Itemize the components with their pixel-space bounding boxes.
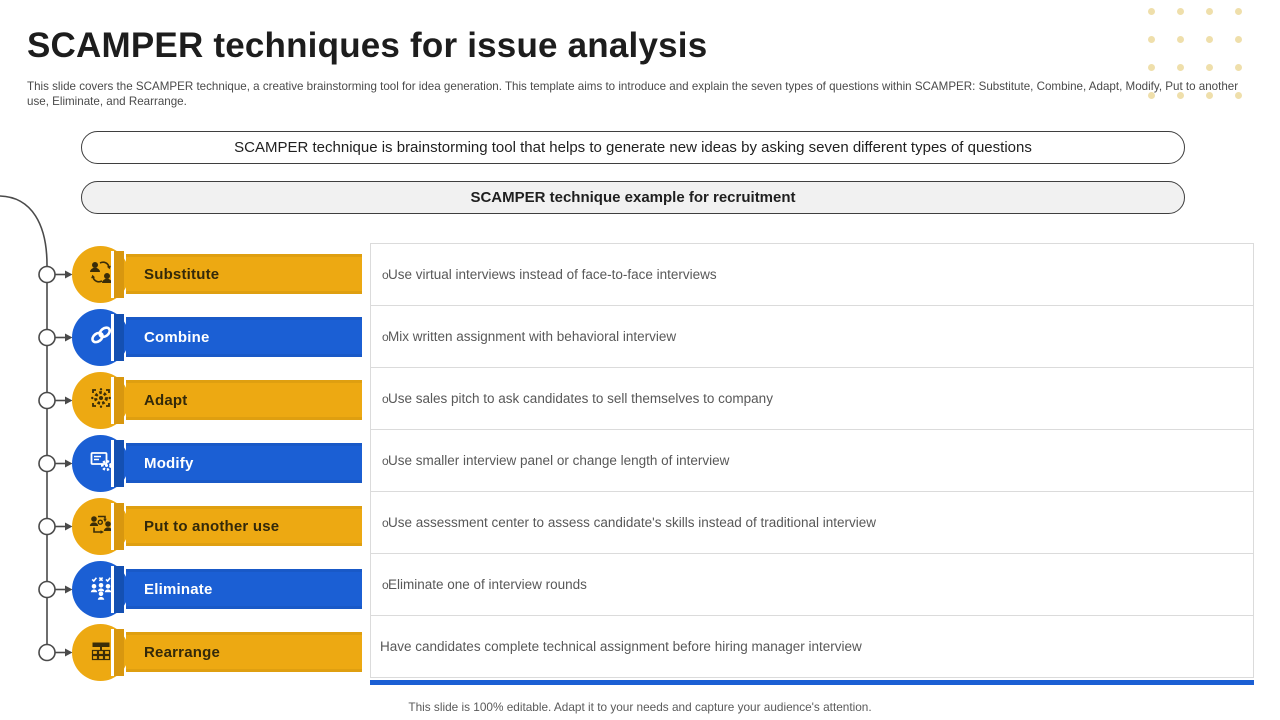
- put-to-another-use-ribbon: Put to another use: [126, 506, 362, 546]
- scamper-item-combine: Combine: [69, 306, 369, 369]
- bullet-marker: o: [382, 453, 389, 468]
- scamper-item-put-to-another-use: Put to another use: [69, 495, 369, 558]
- row-text: Use assessment center to assess candidat…: [388, 515, 877, 530]
- ribbon-fold: [114, 377, 124, 424]
- example-table: o Use virtual interviews instead of face-…: [370, 243, 1254, 678]
- ribbon-fold: [114, 314, 124, 361]
- example-banner: SCAMPER technique example for recruitmen…: [81, 181, 1185, 214]
- row-text: Have candidates complete technical assig…: [380, 639, 862, 654]
- table-row: Have candidates complete technical assig…: [370, 615, 1254, 678]
- table-bottom-accent-bar: [370, 680, 1254, 685]
- ribbon-fold: [114, 440, 124, 487]
- ribbon-label: Modify: [144, 454, 194, 472]
- bullet-marker: o: [382, 577, 389, 592]
- ribbon-fold: [114, 629, 124, 676]
- table-row: o Mix written assignment with behavioral …: [370, 305, 1254, 368]
- scamper-item-eliminate: Eliminate: [69, 558, 369, 621]
- modify-ribbon: Modify: [126, 443, 362, 483]
- row-text: Use sales pitch to ask candidates to sel…: [388, 391, 773, 406]
- people-transfer-icon: [86, 509, 116, 544]
- substitute-people-icon: [86, 257, 116, 292]
- scamper-item-rearrange: Rearrange: [69, 621, 369, 684]
- ribbon-fold: [114, 251, 124, 298]
- ribbon-label: Combine: [144, 328, 210, 346]
- ribbon-label: Adapt: [144, 391, 188, 409]
- scamper-item-substitute: Substitute: [69, 243, 369, 306]
- chain-link-icon: [86, 320, 116, 355]
- table-row: o Eliminate one of interview rounds: [370, 553, 1254, 616]
- row-text: Use smaller interview panel or change le…: [388, 453, 730, 468]
- bullet-marker: o: [382, 267, 389, 282]
- combine-ribbon: Combine: [126, 317, 362, 357]
- row-text: Use virtual interviews instead of face-t…: [388, 267, 717, 282]
- table-row: o Use smaller interview panel or change l…: [370, 429, 1254, 492]
- screen-gear-icon: [86, 446, 116, 481]
- eliminate-ribbon: Eliminate: [126, 569, 362, 609]
- table-grid-icon: [86, 635, 116, 670]
- intro-banner: SCAMPER technique is brainstorming tool …: [81, 131, 1185, 164]
- ribbon-label: Put to another use: [144, 517, 280, 535]
- bullet-marker: o: [382, 391, 389, 406]
- gear-target-icon: [86, 383, 116, 418]
- ribbon-fold: [114, 566, 124, 613]
- ribbon-label: Rearrange: [144, 643, 221, 661]
- bullet-marker: o: [382, 329, 389, 344]
- ribbon-label: Eliminate: [144, 580, 213, 598]
- substitute-ribbon: Substitute: [126, 254, 362, 294]
- ribbon-fold: [114, 503, 124, 550]
- row-text: Mix written assignment with behavioral i…: [388, 329, 677, 344]
- scamper-item-modify: Modify: [69, 432, 369, 495]
- footer-note: This slide is 100% editable. Adapt it to…: [408, 700, 872, 714]
- bullet-marker: o: [382, 515, 389, 530]
- scamper-items: Substitute Combine: [69, 243, 369, 684]
- rearrange-ribbon: Rearrange: [126, 632, 362, 672]
- page-title: SCAMPER techniques for issue analysis: [27, 26, 708, 65]
- table-row: o Use sales pitch to ask candidates to se…: [370, 367, 1254, 430]
- adapt-ribbon: Adapt: [126, 380, 362, 420]
- people-check-icon: [86, 572, 116, 607]
- table-row: o Use virtual interviews instead of face-…: [370, 243, 1254, 306]
- ribbon-label: Substitute: [144, 265, 220, 283]
- slide-description: This slide covers the SCAMPER technique,…: [27, 80, 1239, 109]
- table-row: o Use assessment center to assess candida…: [370, 491, 1254, 554]
- decorative-dots: [1148, 8, 1242, 99]
- scamper-item-adapt: Adapt: [69, 369, 369, 432]
- row-text: Eliminate one of interview rounds: [388, 577, 587, 592]
- connector-line: [0, 195, 73, 662]
